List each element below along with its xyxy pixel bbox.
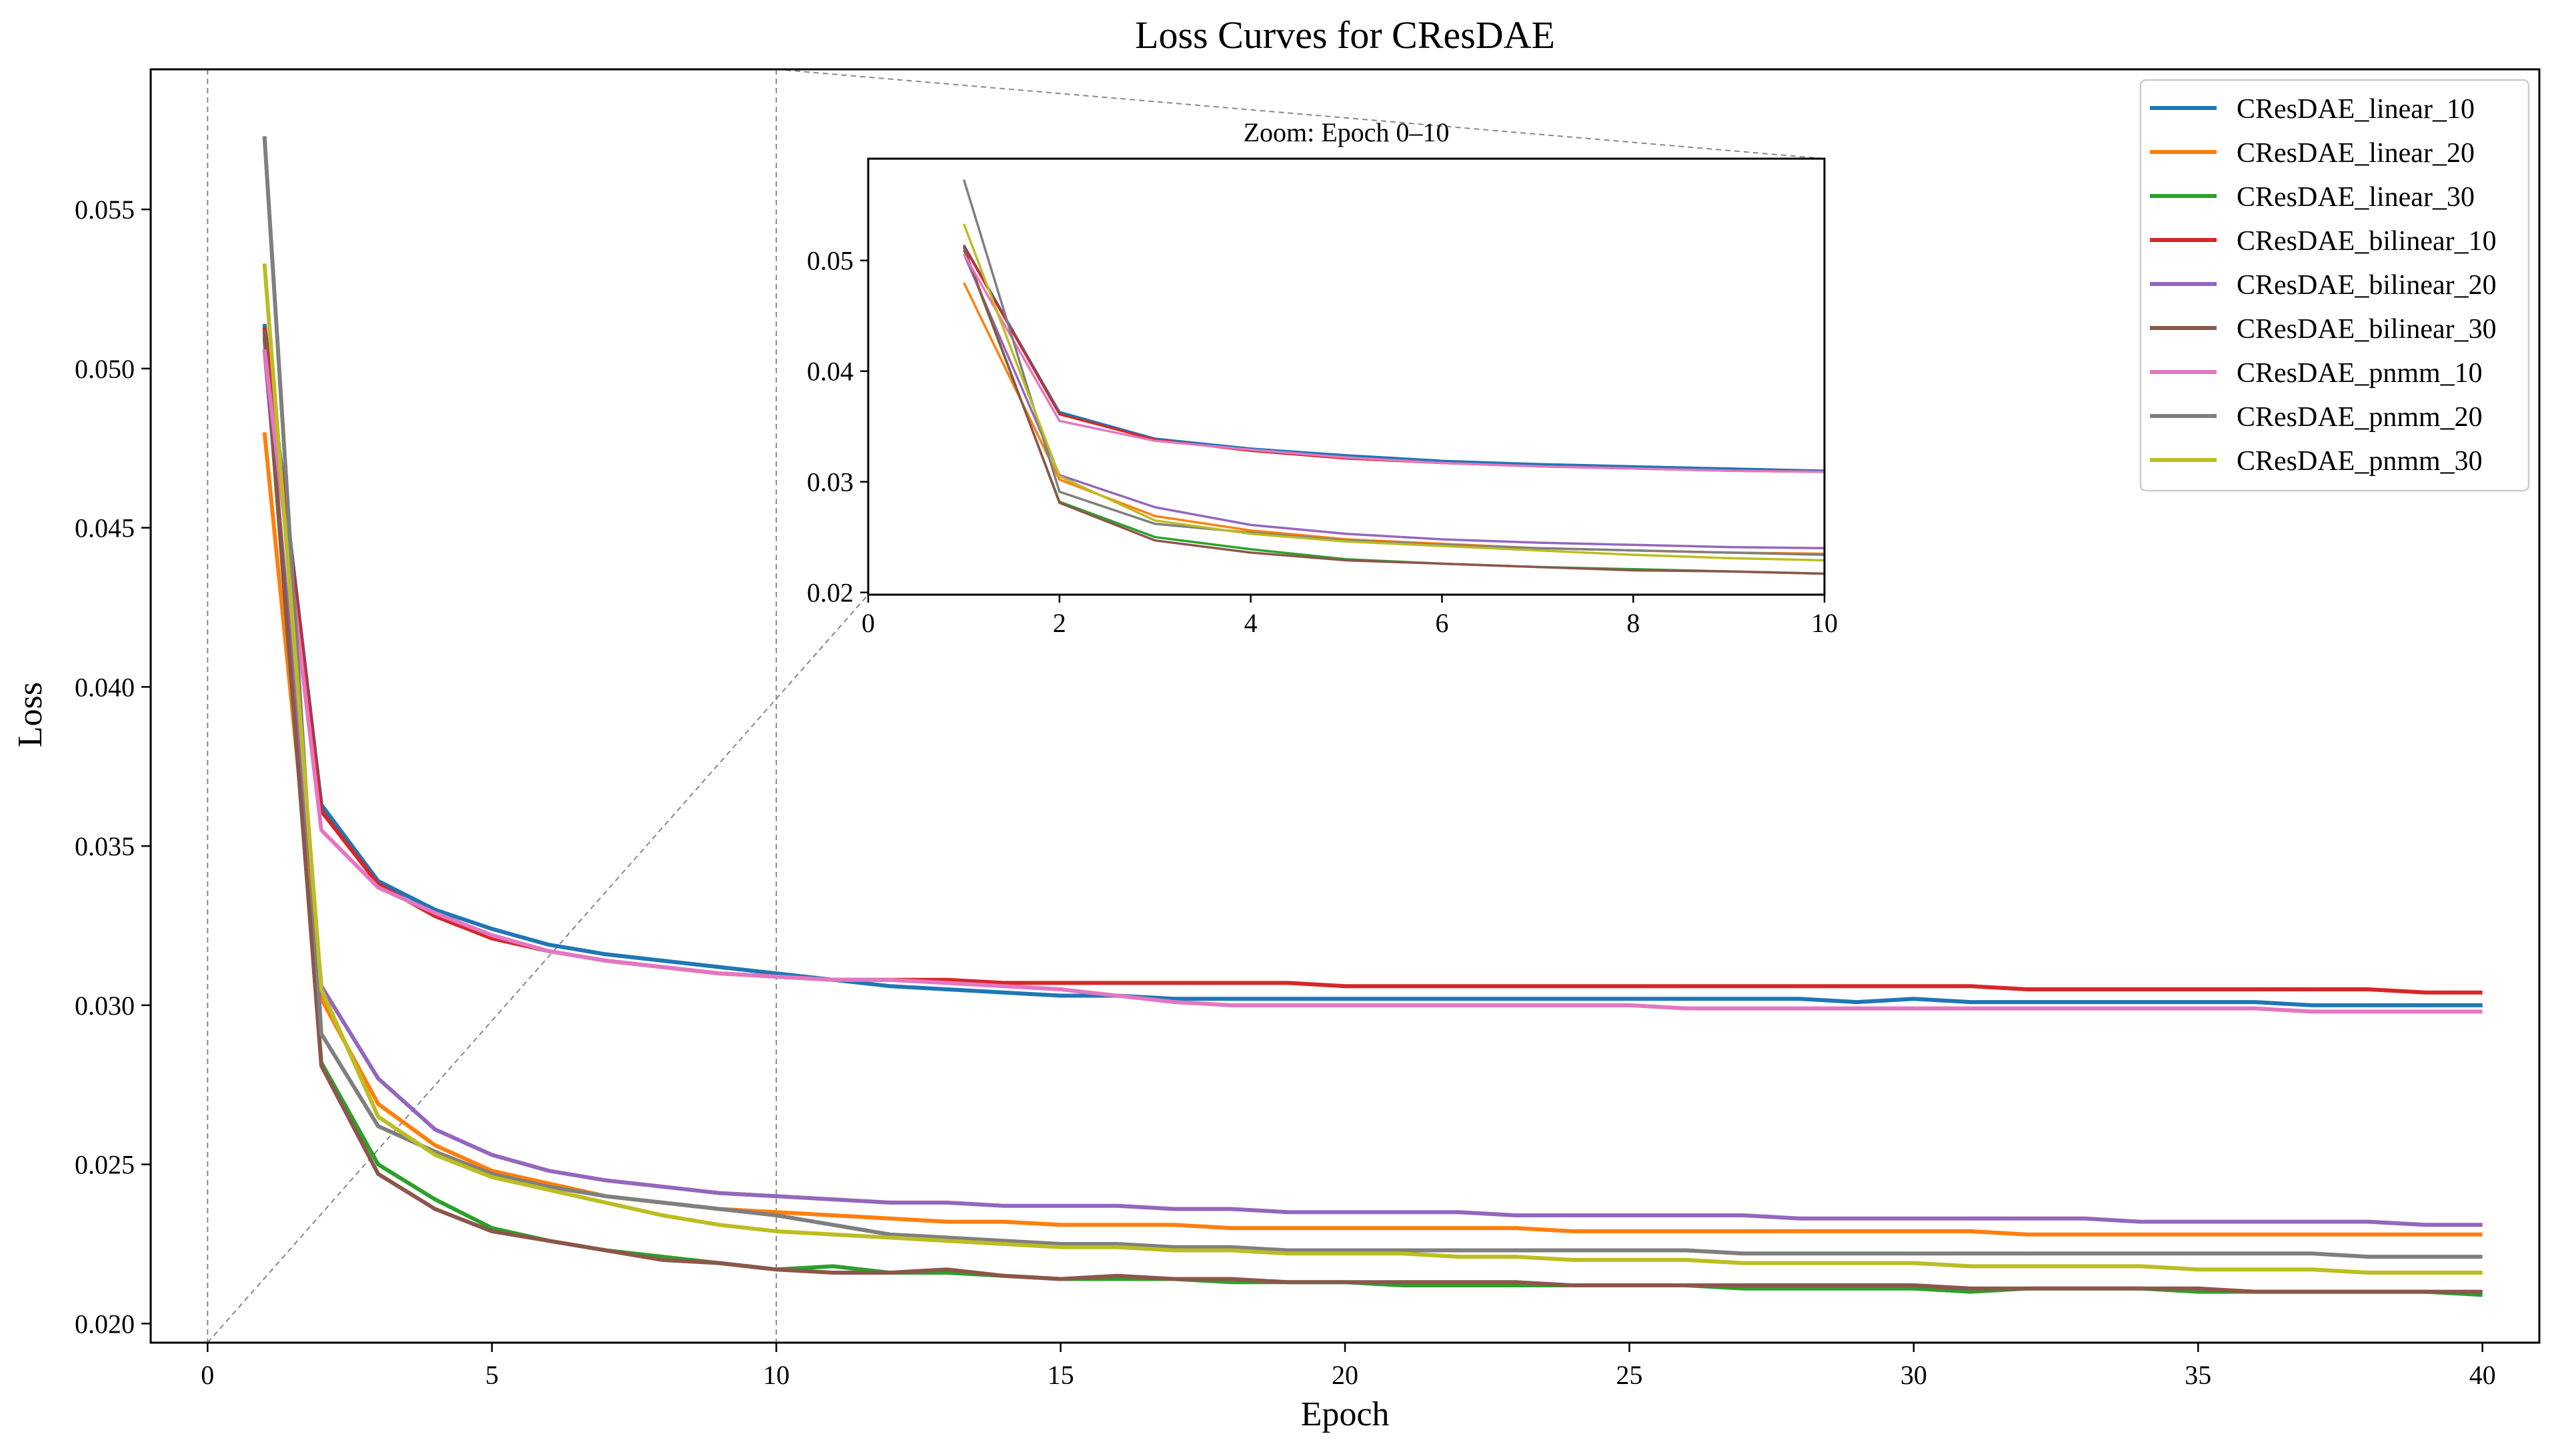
x-tick-label: 40 [2469,1360,2496,1390]
inset-background [868,159,1824,595]
inset-x-ticks: 0 2 4 6 8 10 [862,595,1838,638]
inset-series-lines [962,179,1825,575]
y-tick-label: 0.050 [75,354,135,384]
series-line-CResDAE_bilinear_20 [262,349,2483,1227]
legend-label: CResDAE_linear_30 [2237,182,2475,213]
legend-label: CResDAE_pnmm_10 [2237,358,2483,389]
series-line-CResDAE_pnmm_30 [262,263,2483,1275]
x-tick-label: 10 [763,1360,790,1390]
zoom-inset: Zoom: Epoch 0–10 0 2 4 6 8 10 0.020.030.040.0… [807,117,1838,638]
legend-label: CResDAE_linear_20 [2237,138,2475,169]
inset-y-ticks: 0.02 0.03 0.04 0.05 [807,246,868,608]
main-x-ticks: 0 5 10 15 20 25 30 35 40 [201,1343,2496,1390]
inset-y-tick-label: 0.03 [807,467,854,497]
x-tick-label: 25 [1616,1360,1642,1390]
series-line-CResDAE_pnmm_20 [262,136,2483,1259]
zoom-connector-lower [207,594,869,1343]
series-line-CResDAE_pnmm_10 [262,349,2483,1014]
inset-title: Zoom: Epoch 0–10 [1244,117,1450,147]
y-tick-label: 0.035 [75,831,135,861]
inset-y-tick-label: 0.04 [807,357,854,387]
inset-series-line-CResDAE_bilinear_30 [962,247,1825,575]
x-tick-label: 0 [201,1360,214,1390]
y-tick-label: 0.040 [75,672,135,702]
inset-y-tick-label: 0.02 [807,578,854,608]
series-line-CResDAE_bilinear_30 [262,330,2483,1294]
inset-y-tick-label: 0.05 [807,246,854,276]
y-tick-label: 0.025 [75,1150,135,1180]
series-line-CResDAE_linear_10 [262,323,2483,1007]
inset-x-tick-label: 2 [1053,608,1066,638]
inset-x-tick-label: 0 [862,608,875,638]
zoom-connector-upper [776,69,1825,159]
legend-label: CResDAE_bilinear_20 [2237,270,2497,301]
y-tick-label: 0.030 [75,991,135,1021]
main-series-lines [262,136,2483,1297]
inset-series-line-CResDAE_linear_10 [962,244,1825,472]
inset-x-tick-label: 10 [1811,608,1838,638]
x-tick-label: 20 [1332,1360,1358,1390]
y-axis-label: Loss [11,682,49,747]
y-tick-label: 0.020 [75,1309,135,1339]
legend: CResDAE_linear_10 CResDAE_linear_20 CResDA… [2139,79,2530,492]
inset-x-tick-label: 4 [1244,608,1258,638]
x-tick-label: 35 [2185,1360,2211,1390]
inset-series-line-CResDAE_pnmm_10 [962,253,1825,473]
legend-label: CResDAE_linear_10 [2237,94,2475,125]
inset-x-tick-label: 6 [1435,608,1448,638]
main-plot-area: 0 5 10 15 20 25 30 35 40 0.0200.0250.0300.0350.0… [75,68,2541,1390]
x-tick-label: 5 [485,1360,499,1390]
inset-series-line-CResDAE_bilinear_20 [962,253,1825,550]
x-tick-label: 30 [1900,1360,1927,1390]
inset-frame [867,157,1826,596]
y-tick-label: 0.055 [75,195,135,225]
inset-x-tick-label: 8 [1626,608,1640,638]
legend-label: CResDAE_pnmm_30 [2237,446,2483,477]
y-tick-label: 0.045 [75,513,135,543]
legend-box [2139,79,2530,492]
zoom-guide-lines [207,69,1825,1343]
chart-title: Loss Curves for CResDAE [1135,13,1555,57]
x-tick-label: 15 [1048,1360,1074,1390]
legend-label: CResDAE_bilinear_10 [2237,226,2497,257]
main-y-ticks: 0.020 0.025 0.030 0.035 0.040 0.045 0.050 0.055 [75,195,151,1339]
x-axis-label: Epoch [1301,1395,1390,1433]
legend-label: CResDAE_bilinear_30 [2237,314,2497,345]
legend-label: CResDAE_pnmm_20 [2237,402,2483,433]
inset-series-line-CResDAE_pnmm_30 [962,223,1825,562]
